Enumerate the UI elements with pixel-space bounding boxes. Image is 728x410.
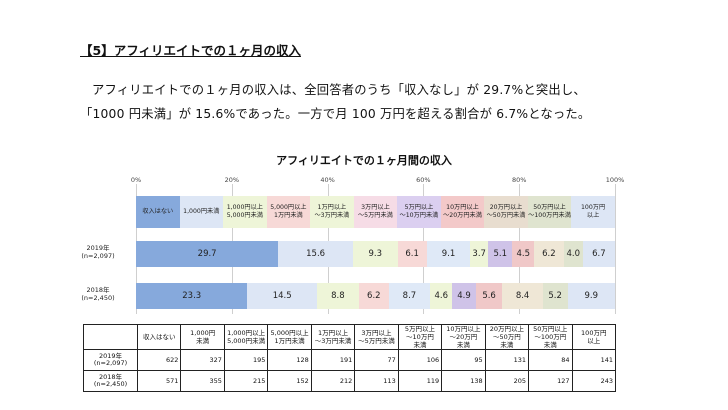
table-row: 2019年 (n=2,097) 622 327 195 128 191 77 106 95 131 8… xyxy=(83,349,617,372)
bar-segment: 4.5 xyxy=(512,241,534,267)
summary-paragraph: アフィリエイトでの１ヶ月の収入は、全回答者のうち「収入なし」が 29.7%と突出… xyxy=(80,78,680,126)
bar-segment: 15.6 xyxy=(278,241,353,267)
summary-line-1: アフィリエイトでの１ヶ月の収入は、全回答者のうち「収入なし」が 29.7%と突出… xyxy=(92,83,586,97)
table-cell: 141 xyxy=(571,349,617,372)
table-cell: 215 xyxy=(223,370,269,393)
legend-entry: 5万円以上 ～10万円未満 xyxy=(397,196,441,228)
table-cell: 355 xyxy=(180,370,225,393)
bar-segment: 29.7 xyxy=(136,241,279,267)
bar-segment: 6.7 xyxy=(582,241,615,267)
stacked-bar: 23.3 14.5 8.8 6.2 8.7 4.6 4.9 5.6 8.4 5.2 9.9 xyxy=(136,283,615,309)
bar-segment: 5.6 xyxy=(475,283,503,309)
bar-segment: 4.0 xyxy=(563,241,583,267)
table-cell: 84 xyxy=(528,349,573,372)
table-header-row: 収入はない 1,000円 未満 1,000円以上 5,000円未満 5,000円以上 1万円… xyxy=(83,323,617,351)
table-cell: 131 xyxy=(484,349,530,372)
table-header-cell: 収入はない xyxy=(136,323,182,351)
table-header-cell: 1,000円 未満 xyxy=(180,323,225,351)
row-label-cell: 2019年 (n=2,097) xyxy=(83,349,138,372)
chart-title: アフィリエイトでの１ヶ月間の収入 xyxy=(276,154,452,167)
table-row: 2018年 (n=2,450) 571 355 215 152 212 113 119 138 20… xyxy=(83,370,617,393)
bar-segment: 5.1 xyxy=(488,241,513,267)
data-table: 収入はない 1,000円 未満 1,000円以上 5,000円未満 5,000円以上 1万円… xyxy=(83,323,617,393)
table-header-cell: 20万円以上 ～50万円 未満 xyxy=(484,323,530,351)
summary-line-2: 「1000 円未満」が 15.6%であった。一方で月 100 万円を超える割合が… xyxy=(80,107,591,121)
table-header-cell: 5万円以上 ～10万円 未満 xyxy=(397,323,443,351)
legend-entry: 1万円以上 ～3万円未満 xyxy=(310,196,354,228)
bar-segment: 4.9 xyxy=(452,283,476,309)
x-tick-label: 40% xyxy=(320,176,335,184)
x-tick-label: 0% xyxy=(130,176,142,184)
table-cell: 622 xyxy=(136,349,182,372)
table-cell: 77 xyxy=(354,349,399,372)
bar-segment: 9.3 xyxy=(352,241,398,267)
legend-entry: 3万円以上 ～5万円未満 xyxy=(353,196,398,228)
table-header-cell: 1万円以上 ～3万円未満 xyxy=(310,323,356,351)
row-label-cell: 2018年 (n=2,450) xyxy=(83,370,138,393)
x-tick-label: 80% xyxy=(511,176,527,184)
bar-segment: 6.1 xyxy=(397,241,427,267)
table-cell: 127 xyxy=(528,370,573,393)
x-tick-label: 20% xyxy=(224,176,240,184)
legend-entry: 5,000円以上 1万円未満 xyxy=(266,196,311,228)
bar-segment: 8.7 xyxy=(388,283,431,309)
bar-segment: 5.2 xyxy=(542,283,568,309)
bar-segment: 6.2 xyxy=(534,241,564,267)
table-cell: 119 xyxy=(397,370,443,393)
table-header-cell: 3万円以上 ～5万円未満 xyxy=(354,323,399,351)
legend-entry: 1,000円以上 5,000円未満 xyxy=(223,196,267,228)
legend-entry: 1,000円未満 xyxy=(179,196,224,228)
x-tick-label: 60% xyxy=(416,176,431,184)
table-cell: 138 xyxy=(441,370,486,393)
legend-entry: 50万円以上 ～100万円未満 xyxy=(527,196,572,228)
bar-segment: 9.1 xyxy=(426,241,471,267)
legend-entry: 100万円 以上 xyxy=(571,196,615,228)
table-cell: 205 xyxy=(484,370,530,393)
table-header-cell: 10万円以上 ～20万円 未満 xyxy=(441,323,486,351)
series-label: 2018年 (n=2,450) xyxy=(81,286,115,303)
table-cell: 327 xyxy=(180,349,225,372)
bar-segment: 4.6 xyxy=(430,283,453,309)
table-header-cell: 50万円以上 ～100万円 未満 xyxy=(528,323,573,351)
table-cell: 212 xyxy=(310,370,356,393)
table-cell: 113 xyxy=(354,370,399,393)
table-cell: 152 xyxy=(267,370,312,393)
table-cell: 571 xyxy=(136,370,182,393)
table-header-cell: 5,000円以上 1万円未満 xyxy=(267,323,312,351)
table-header-cell: 1,000円以上 5,000円未満 xyxy=(223,323,269,351)
bar-segment: 8.8 xyxy=(316,283,359,309)
table-cell: 106 xyxy=(397,349,443,372)
stacked-bar: 29.7 15.6 9.3 6.1 9.1 3.7 5.1 4.5 6.2 4.0 6.7 xyxy=(136,241,615,267)
x-tick-label: 100% xyxy=(605,176,625,184)
table-cell: 195 xyxy=(223,349,269,372)
legend-entry: 収入はない xyxy=(136,196,180,228)
bar-segment: 23.3 xyxy=(136,283,248,309)
table-cell: 191 xyxy=(310,349,356,372)
table-cell: 95 xyxy=(441,349,486,372)
series-label: 2019年 (n=2,097) xyxy=(81,244,115,261)
bar-segment: 6.2 xyxy=(358,283,389,309)
gridline xyxy=(615,184,616,314)
bar-segment: 8.4 xyxy=(502,283,543,309)
section-heading: 【5】アフィリエイトでの１ヶ月の収入 xyxy=(80,43,301,58)
bar-segment: 14.5 xyxy=(247,283,317,309)
table-cell: 243 xyxy=(571,370,617,393)
bar-segment: 3.7 xyxy=(470,241,489,267)
legend-entry: 10万円以上 ～20万円未満 xyxy=(440,196,485,228)
table-header-cell: 100万円 以上 xyxy=(571,323,617,351)
bar-segment: 9.9 xyxy=(567,283,615,309)
chart-legend: 収入はない 1,000円未満 1,000円以上 5,000円未満 5,000円以上 1万円… xyxy=(136,196,615,228)
legend-entry: 20万円以上 ～50万円未満 xyxy=(484,196,528,228)
table-header-cell xyxy=(83,323,138,351)
table-cell: 128 xyxy=(267,349,312,372)
